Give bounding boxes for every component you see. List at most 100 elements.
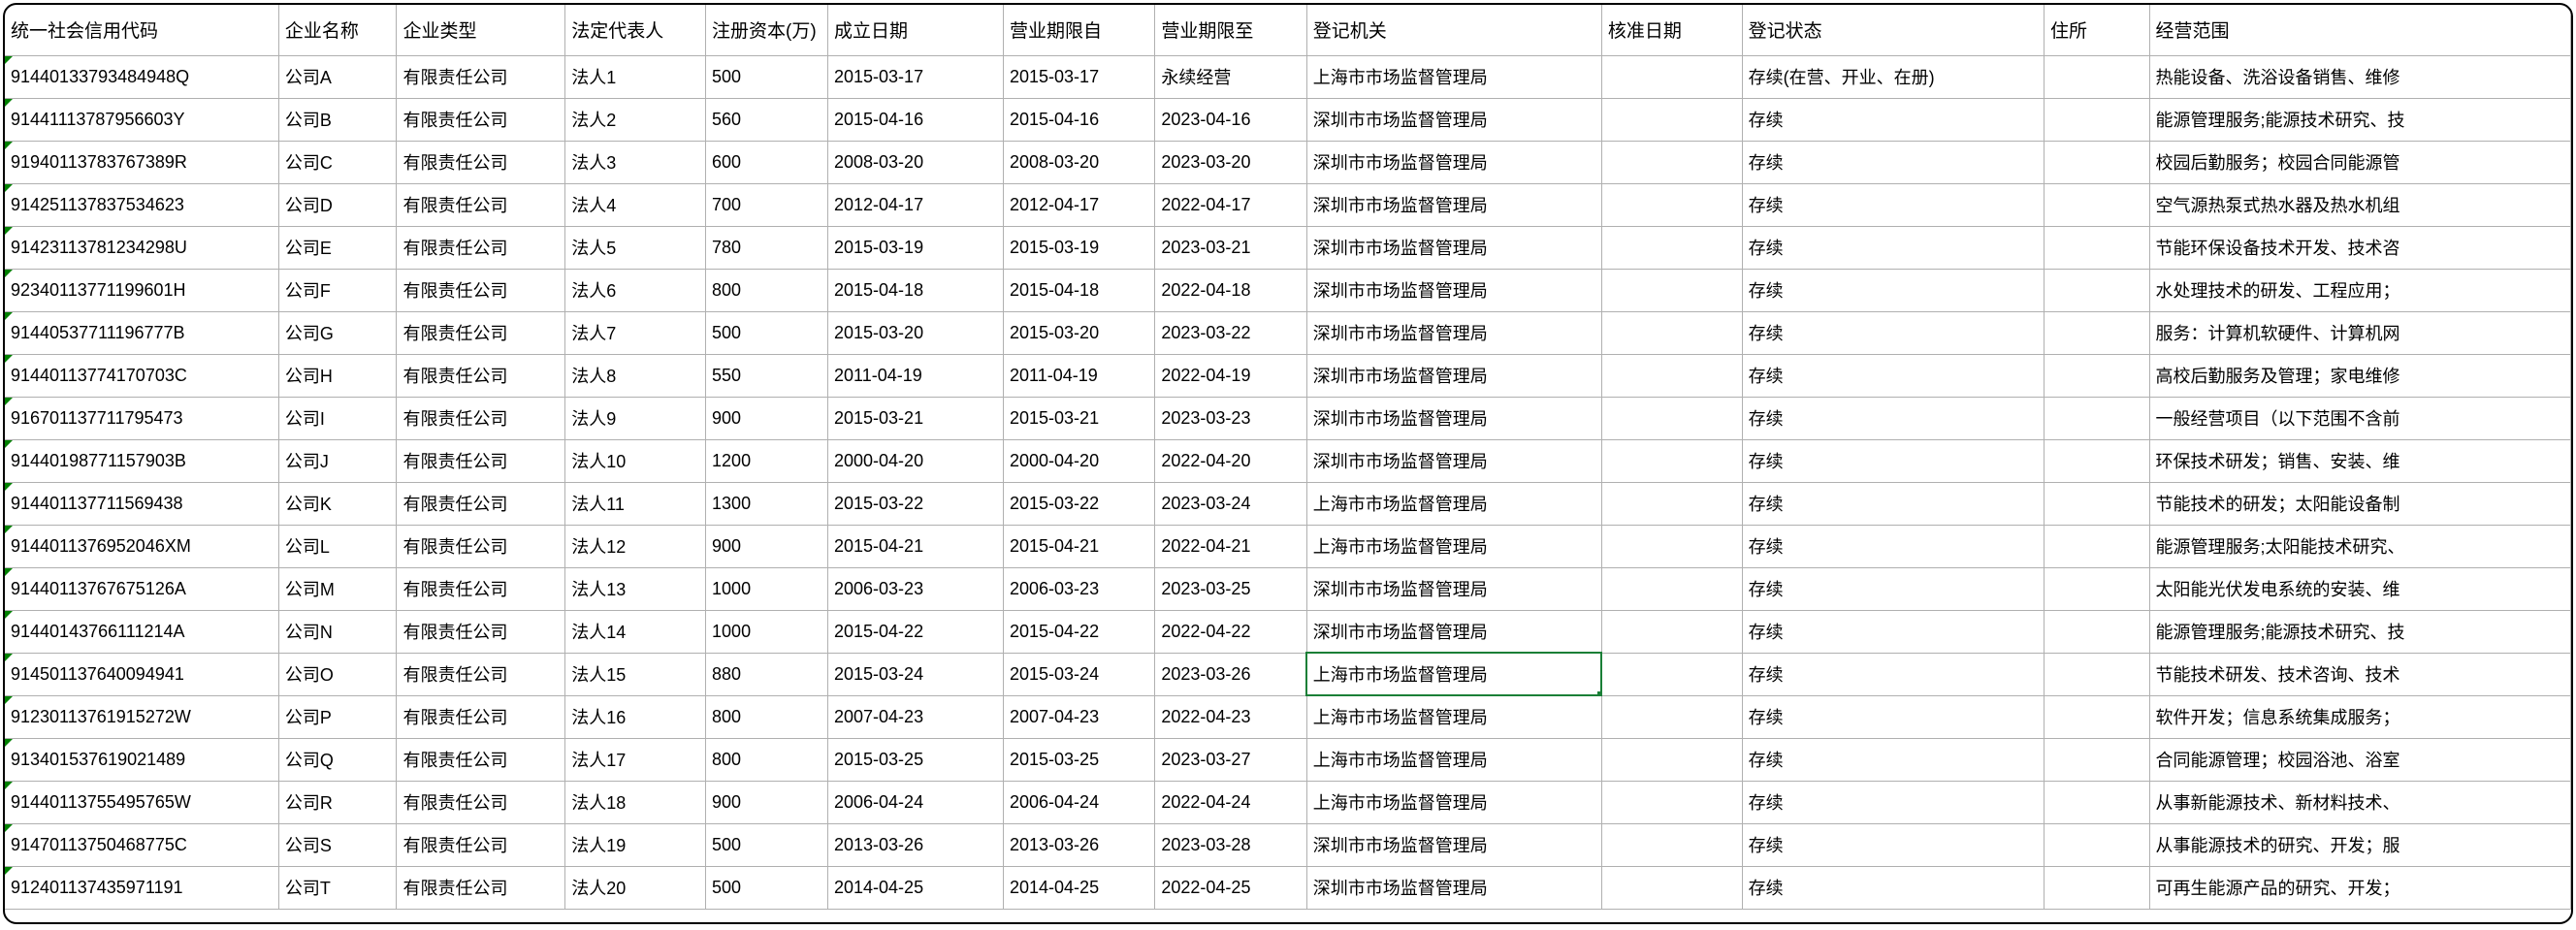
table-cell[interactable]: 深圳市市场监督管理局 <box>1306 567 1601 610</box>
table-cell[interactable]: 上海市市场监督管理局 <box>1306 653 1601 695</box>
table-cell[interactable]: 公司I <box>278 397 397 439</box>
table-cell[interactable]: 有限责任公司 <box>397 311 565 354</box>
table-cell[interactable] <box>2044 482 2149 525</box>
table-cell[interactable]: 2022-04-23 <box>1155 695 1306 738</box>
table-cell[interactable]: 2007-04-23 <box>1004 695 1155 738</box>
table-cell[interactable]: 2006-03-23 <box>1004 567 1155 610</box>
table-cell[interactable]: 91440143766111214A <box>5 610 278 653</box>
table-cell[interactable]: 深圳市市场监督管理局 <box>1306 610 1601 653</box>
table-cell[interactable]: 公司N <box>278 610 397 653</box>
table-cell[interactable]: 法人18 <box>565 781 706 823</box>
table-cell[interactable]: 存续 <box>1742 781 2044 823</box>
table-cell[interactable]: 2022-04-24 <box>1155 781 1306 823</box>
table-cell[interactable]: 2015-03-25 <box>1004 738 1155 781</box>
table-cell[interactable]: 1300 <box>706 482 828 525</box>
table-cell[interactable]: 780 <box>706 226 828 269</box>
table-cell[interactable]: 存续 <box>1742 141 2044 183</box>
table-cell[interactable]: 高校后勤服务及管理；家电维修 <box>2149 354 2570 397</box>
table-cell[interactable] <box>2044 269 2149 311</box>
table-cell[interactable] <box>1601 482 1742 525</box>
table-cell[interactable]: 900 <box>706 781 828 823</box>
table-cell[interactable]: 800 <box>706 738 828 781</box>
table-cell[interactable]: 能源管理服务;太阳能技术研究、 <box>2149 525 2570 567</box>
table-cell[interactable]: 存续 <box>1742 439 2044 482</box>
table-cell[interactable]: 能源管理服务;能源技术研究、技 <box>2149 610 2570 653</box>
table-cell[interactable]: 有限责任公司 <box>397 226 565 269</box>
table-cell[interactable] <box>1601 525 1742 567</box>
table-cell[interactable]: 2006-03-23 <box>828 567 1004 610</box>
column-header-4[interactable]: 注册资本(万) <box>706 5 828 55</box>
table-cell[interactable]: 公司L <box>278 525 397 567</box>
table-cell[interactable]: 节能技术研发、技术咨询、技术 <box>2149 653 2570 695</box>
table-cell[interactable]: 水处理技术的研发、工程应用； <box>2149 269 2570 311</box>
table-cell[interactable]: 存续 <box>1742 269 2044 311</box>
table-cell[interactable] <box>2044 311 2149 354</box>
table-cell[interactable]: 公司C <box>278 141 397 183</box>
table-cell[interactable]: 从事能源技术的研究、开发；服 <box>2149 823 2570 866</box>
table-cell[interactable]: 有限责任公司 <box>397 141 565 183</box>
table-cell[interactable]: 上海市市场监督管理局 <box>1306 695 1601 738</box>
table-cell[interactable]: 上海市市场监督管理局 <box>1306 55 1601 98</box>
table-cell[interactable]: 9144011376952046XM <box>5 525 278 567</box>
table-cell[interactable]: 有限责任公司 <box>397 695 565 738</box>
table-cell[interactable]: 存续 <box>1742 311 2044 354</box>
table-cell[interactable]: 91440113767675126A <box>5 567 278 610</box>
table-cell[interactable]: 有限责任公司 <box>397 653 565 695</box>
table-cell[interactable]: 2015-03-19 <box>828 226 1004 269</box>
table-cell[interactable]: 上海市市场监督管理局 <box>1306 482 1601 525</box>
table-cell[interactable]: 太阳能光伏发电系统的安装、维 <box>2149 567 2570 610</box>
table-cell[interactable] <box>1601 354 1742 397</box>
table-cell[interactable]: 上海市市场监督管理局 <box>1306 525 1601 567</box>
table-cell[interactable]: 有限责任公司 <box>397 55 565 98</box>
column-header-9[interactable]: 核准日期 <box>1601 5 1742 55</box>
table-cell[interactable]: 法人13 <box>565 567 706 610</box>
table-cell[interactable]: 校园后勤服务；校园合同能源管 <box>2149 141 2570 183</box>
table-cell[interactable]: 2023-03-28 <box>1155 823 1306 866</box>
table-cell[interactable]: 500 <box>706 866 828 909</box>
column-header-6[interactable]: 营业期限自 <box>1004 5 1155 55</box>
table-cell[interactable]: 存续 <box>1742 183 2044 226</box>
table-cell[interactable]: 法人12 <box>565 525 706 567</box>
table-cell[interactable]: 法人4 <box>565 183 706 226</box>
table-cell[interactable]: 存续 <box>1742 354 2044 397</box>
table-cell[interactable]: 有限责任公司 <box>397 482 565 525</box>
table-cell[interactable]: 法人9 <box>565 397 706 439</box>
table-cell[interactable]: 2015-03-17 <box>828 55 1004 98</box>
table-cell[interactable] <box>1601 55 1742 98</box>
table-cell[interactable]: 存续 <box>1742 397 2044 439</box>
table-cell[interactable]: 存续 <box>1742 98 2044 141</box>
table-cell[interactable]: 有限责任公司 <box>397 525 565 567</box>
table-cell[interactable]: 永续经营 <box>1155 55 1306 98</box>
column-header-2[interactable]: 企业类型 <box>397 5 565 55</box>
table-cell[interactable]: 800 <box>706 269 828 311</box>
table-cell[interactable]: 2000-04-20 <box>828 439 1004 482</box>
table-cell[interactable]: 91440113755495765W <box>5 781 278 823</box>
table-cell[interactable]: 2006-04-24 <box>1004 781 1155 823</box>
table-cell[interactable]: 2015-04-16 <box>828 98 1004 141</box>
table-cell[interactable]: 公司J <box>278 439 397 482</box>
table-cell[interactable]: 合同能源管理；校园浴池、浴室 <box>2149 738 2570 781</box>
table-cell[interactable] <box>1601 866 1742 909</box>
table-cell[interactable]: 2008-03-20 <box>1004 141 1155 183</box>
table-cell[interactable]: 2015-04-18 <box>828 269 1004 311</box>
table-cell[interactable]: 91423113781234298U <box>5 226 278 269</box>
table-cell[interactable]: 存续 <box>1742 482 2044 525</box>
table-cell[interactable]: 法人14 <box>565 610 706 653</box>
table-cell[interactable] <box>2044 695 2149 738</box>
table-cell[interactable]: 2015-04-21 <box>828 525 1004 567</box>
table-cell[interactable]: 900 <box>706 525 828 567</box>
table-cell[interactable]: 2022-04-19 <box>1155 354 1306 397</box>
column-header-1[interactable]: 企业名称 <box>278 5 397 55</box>
table-cell[interactable]: 公司A <box>278 55 397 98</box>
table-cell[interactable] <box>1601 397 1742 439</box>
column-header-10[interactable]: 登记状态 <box>1742 5 2044 55</box>
table-cell[interactable] <box>2044 781 2149 823</box>
table-cell[interactable]: 有限责任公司 <box>397 781 565 823</box>
table-cell[interactable]: 深圳市市场监督管理局 <box>1306 866 1601 909</box>
table-cell[interactable]: 深圳市市场监督管理局 <box>1306 823 1601 866</box>
table-cell[interactable]: 存续 <box>1742 866 2044 909</box>
table-cell[interactable] <box>1601 141 1742 183</box>
table-cell[interactable]: 公司Q <box>278 738 397 781</box>
table-cell[interactable] <box>1601 567 1742 610</box>
table-cell[interactable]: 公司M <box>278 567 397 610</box>
